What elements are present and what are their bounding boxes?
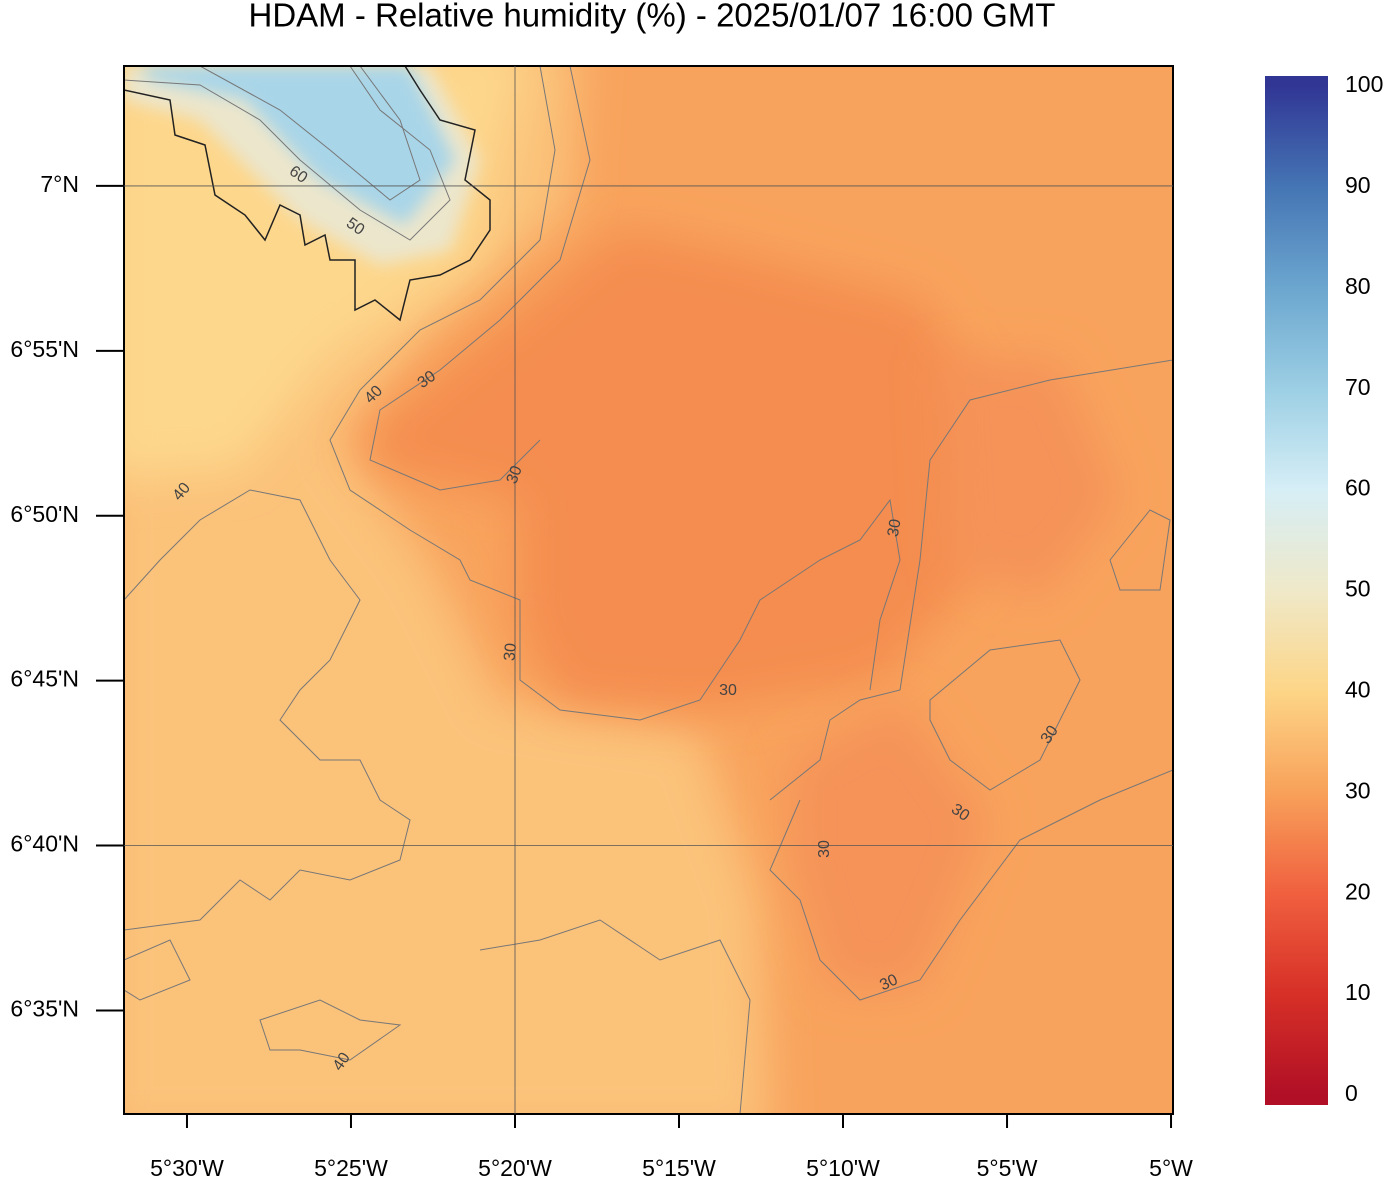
contour-label: 30 — [816, 840, 833, 858]
colorbar — [1265, 76, 1328, 1105]
x-tick-label: 5°10'W — [806, 1155, 880, 1181]
title: HDAM - Relative humidity (%) - 2025/01/0… — [249, 0, 1056, 34]
colorbar-tick-label: 100 — [1345, 71, 1383, 97]
colorbar-tick-label: 90 — [1345, 172, 1371, 198]
x-tick-label: 5°15'W — [642, 1155, 716, 1181]
colorbar-tick-label: 10 — [1345, 979, 1371, 1005]
map-frame — [123, 65, 1174, 1115]
x-tick-label: 5°5'W — [977, 1155, 1038, 1181]
y-tick-label: 6°45'N — [10, 666, 79, 692]
y-tick-label: 6°40'N — [10, 831, 79, 857]
colorbar-tick-label: 50 — [1345, 576, 1371, 602]
y-tick-label: 6°35'N — [10, 996, 79, 1022]
x-tick-label: 5°30'W — [150, 1155, 224, 1181]
colorbar-tick-label: 80 — [1345, 273, 1371, 299]
contour-label: 30 — [877, 971, 900, 994]
field — [124, 66, 1173, 1114]
y-tick-label: 6°50'N — [10, 501, 79, 527]
x-tick-label: 5°W — [1149, 1155, 1193, 1181]
contour-label: 30 — [501, 642, 520, 661]
colorbar-tick-label: 20 — [1345, 878, 1371, 904]
colorbar-tick-label: 70 — [1345, 374, 1371, 400]
y-tick-label: 6°55'N — [10, 336, 79, 362]
colorbar-tick-label: 40 — [1345, 676, 1371, 702]
colorbar-tick-label: 60 — [1345, 475, 1371, 501]
colorbar-tick-label: 30 — [1345, 777, 1371, 803]
x-tick-label: 5°20'W — [478, 1155, 552, 1181]
contour-label: 30 — [719, 682, 737, 699]
contour-label: 30 — [504, 464, 526, 487]
colorbar-tick-label: 0 — [1345, 1080, 1358, 1106]
y-tick-label: 7°N — [40, 171, 79, 197]
contour-label: 30 — [885, 518, 905, 539]
x-tick-label: 5°25'W — [314, 1155, 388, 1181]
